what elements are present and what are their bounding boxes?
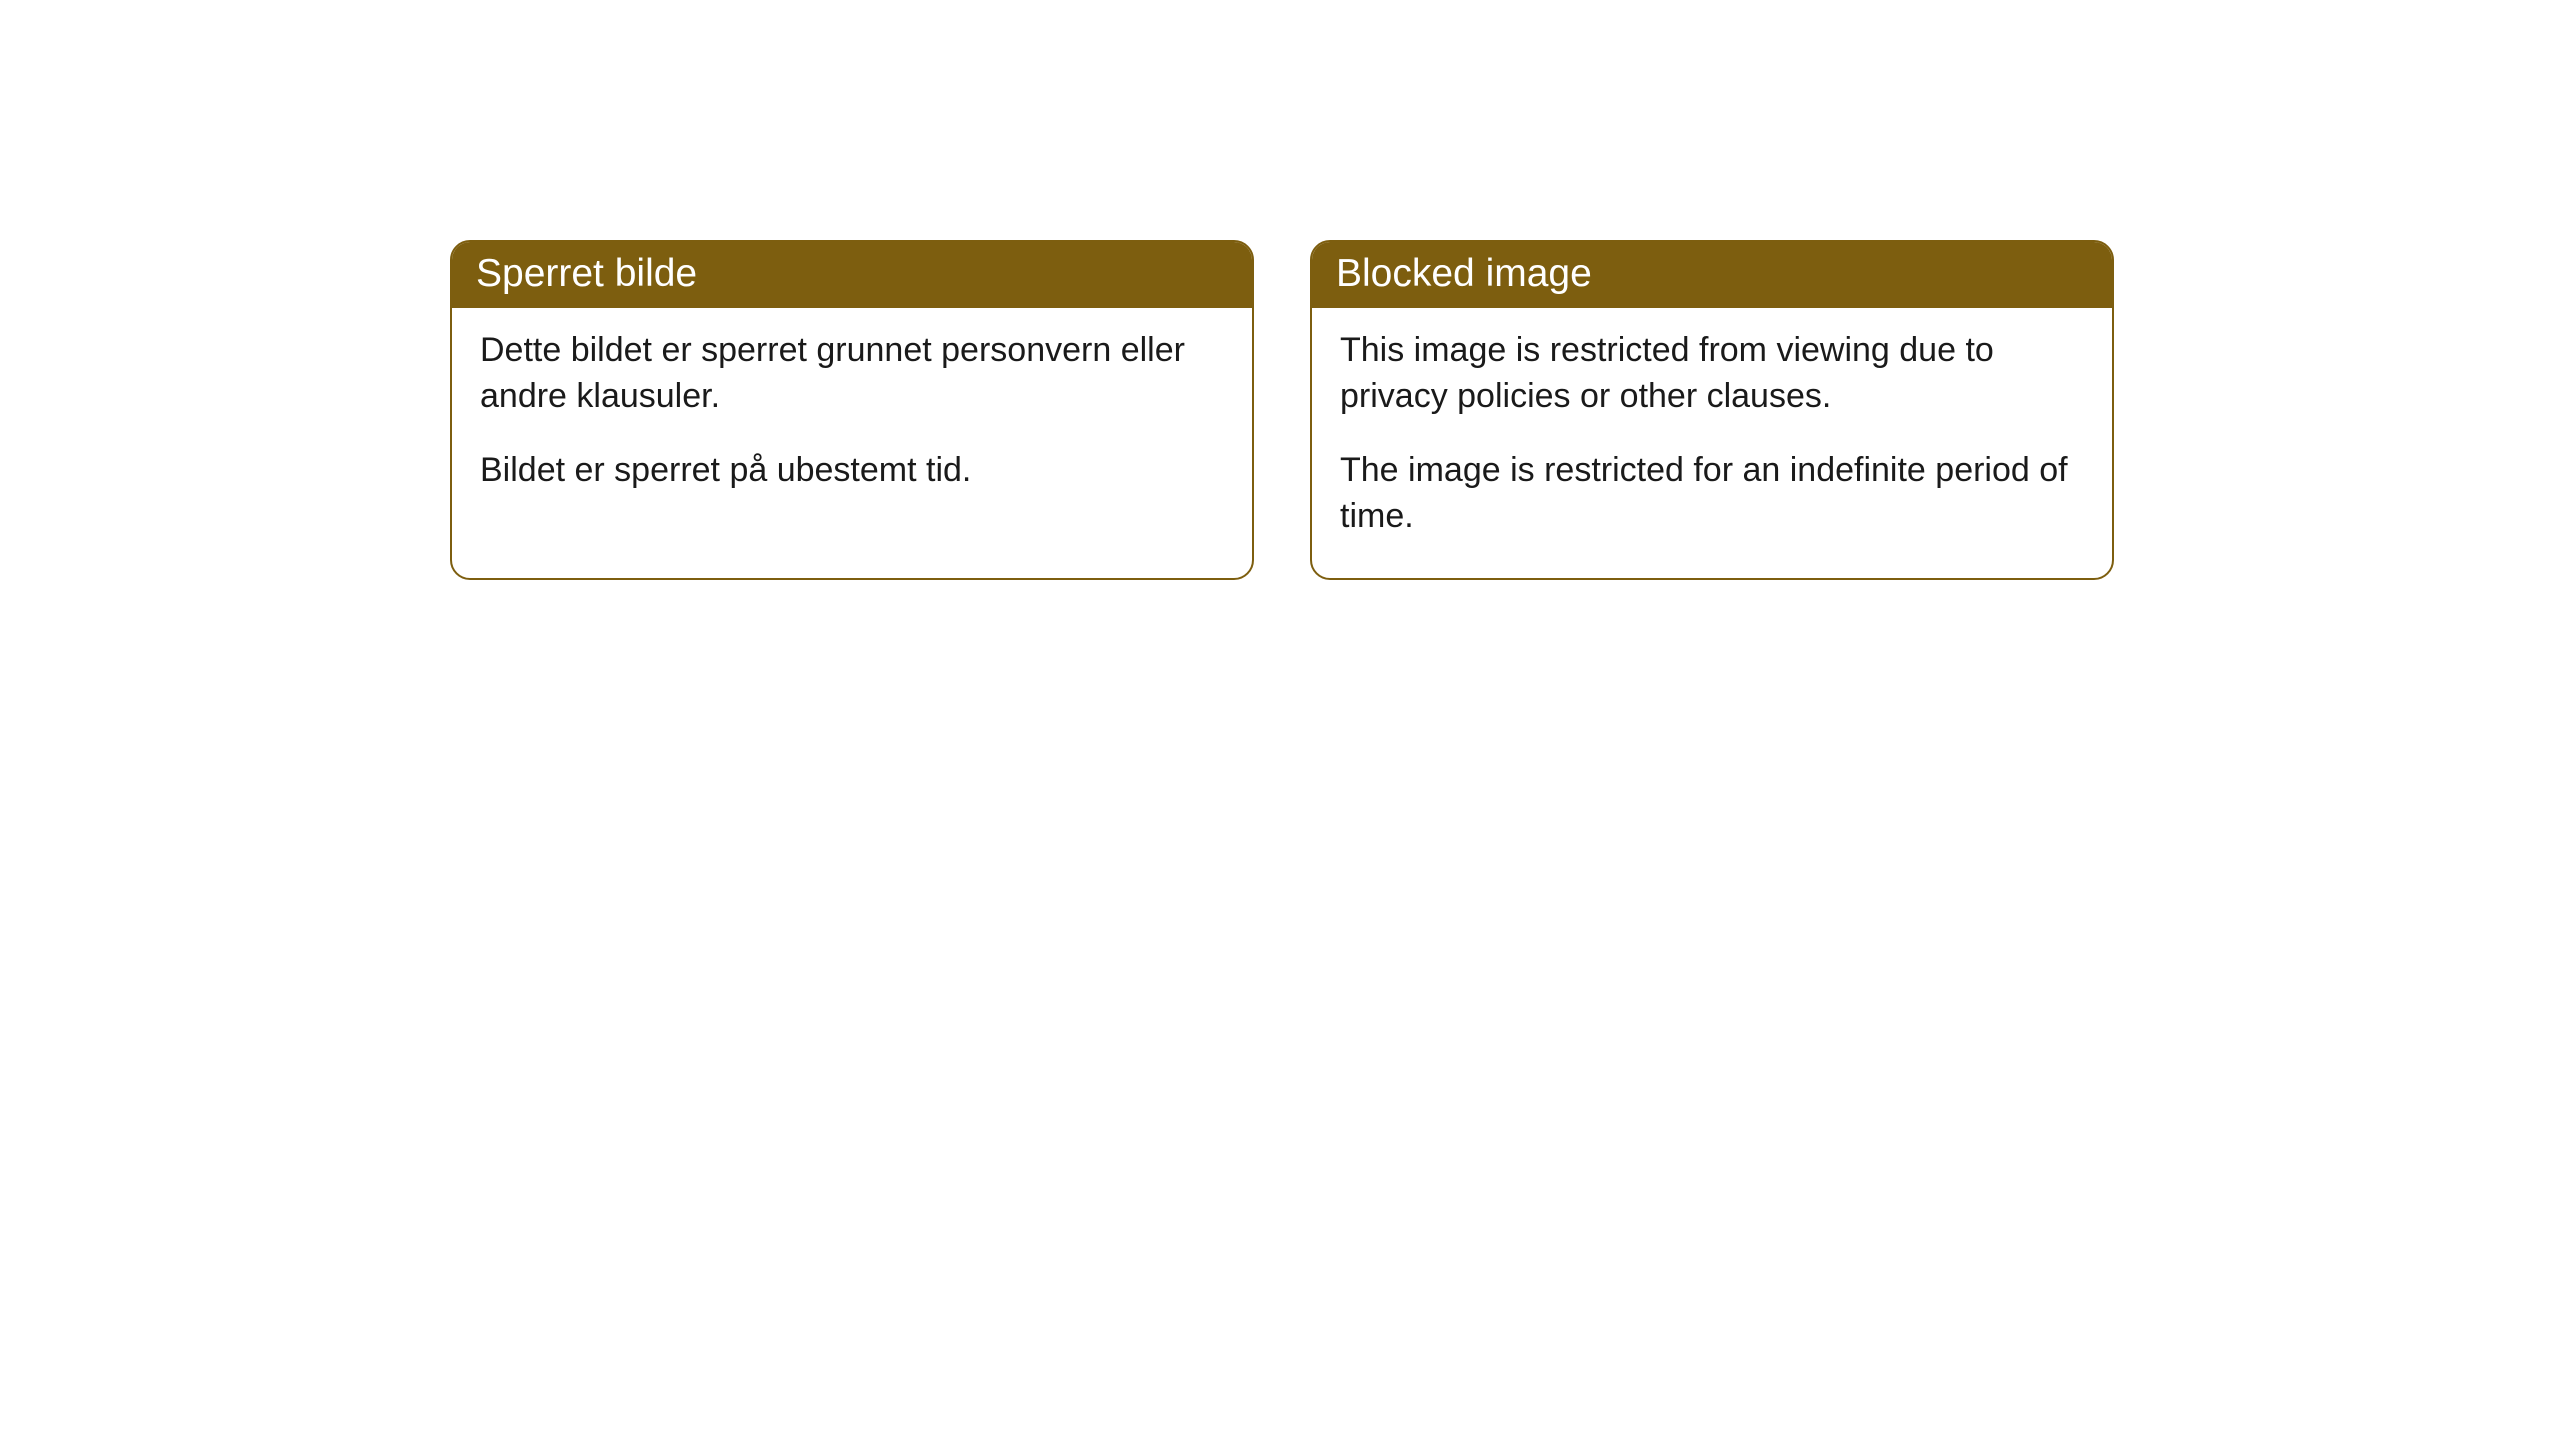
notice-card-header: Blocked image xyxy=(1312,242,2112,308)
notice-card-norwegian: Sperret bilde Dette bildet er sperret gr… xyxy=(450,240,1254,580)
notice-card-paragraph: The image is restricted for an indefinit… xyxy=(1340,448,2084,540)
notice-card-title: Sperret bilde xyxy=(476,252,697,295)
notice-card-english: Blocked image This image is restricted f… xyxy=(1310,240,2114,580)
notice-cards-container: Sperret bilde Dette bildet er sperret gr… xyxy=(450,240,2114,580)
notice-card-body: Dette bildet er sperret grunnet personve… xyxy=(452,308,1252,532)
notice-card-header: Sperret bilde xyxy=(452,242,1252,308)
notice-card-paragraph: Dette bildet er sperret grunnet personve… xyxy=(480,328,1224,420)
notice-card-title: Blocked image xyxy=(1336,252,1592,295)
notice-card-paragraph: This image is restricted from viewing du… xyxy=(1340,328,2084,420)
notice-card-body: This image is restricted from viewing du… xyxy=(1312,308,2112,578)
notice-card-paragraph: Bildet er sperret på ubestemt tid. xyxy=(480,448,1224,494)
